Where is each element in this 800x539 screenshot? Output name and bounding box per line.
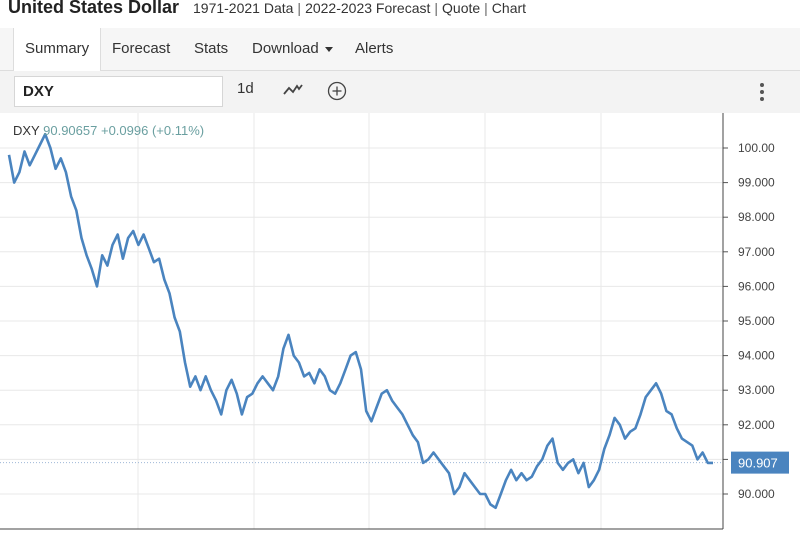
tab-forecast[interactable]: Forecast — [112, 40, 171, 57]
interval-button[interactable]: 1d — [237, 80, 254, 97]
tab-alerts[interactable]: Alerts — [355, 40, 394, 57]
chart-area[interactable]: 100.00 99.000 98.000 97.000 96.000 95.000 94.0… — [0, 113, 800, 534]
page-header: United States Dollar 1971-2021 Data | 2022… — [0, 0, 800, 29]
last-price-tag — [731, 451, 789, 474]
quote-readout: DXY 90.90657 +0.0996 (+0.11%) — [13, 123, 204, 138]
y-tick-label: 97.000 — [738, 245, 775, 259]
y-tick-label: 90.000 — [738, 487, 775, 501]
quote-link[interactable]: Quote — [442, 0, 481, 16]
quote-change: +0.0996 (+0.11%) — [100, 123, 205, 138]
symbol-input[interactable] — [14, 76, 223, 107]
price-chart[interactable]: 100.00 99.000 98.000 97.000 96.000 95.000 94.0… — [0, 113, 800, 534]
y-tick-label: 93.000 — [738, 383, 775, 397]
price-series-line — [7, 132, 713, 510]
tab-download-label: Download — [252, 40, 319, 57]
forecast-link[interactable]: 2022-2023 Forecast — [305, 0, 431, 16]
caret-down-icon — [324, 46, 333, 52]
tab-stats[interactable]: Stats — [194, 40, 229, 57]
data-link[interactable]: 1971-2021 Data — [193, 0, 294, 16]
chart-toolbar: 1d — [0, 71, 800, 114]
tab-bar: Summary Forecast Stats Download Alerts — [0, 28, 800, 71]
y-tick-label: 96.000 — [738, 279, 775, 293]
add-circle-icon[interactable] — [327, 81, 347, 105]
last-price-label: 90.907 — [738, 456, 778, 471]
quote-symbol: DXY — [13, 123, 40, 138]
y-tick-label: 94.000 — [738, 349, 775, 363]
header-links: 1971-2021 Data | 2022-2023 Forecast | Quote |… — [193, 0, 527, 16]
y-tick-label: 95.000 — [738, 314, 775, 328]
y-tick-label: 92.000 — [738, 418, 775, 432]
tab-download[interactable]: Download — [252, 28, 333, 70]
quote-price: 90.90657 — [43, 123, 98, 138]
tab-summary[interactable]: Summary — [13, 28, 102, 71]
y-tick-label: 98.000 — [738, 210, 775, 224]
page-title: United States Dollar — [8, 0, 180, 17]
chart-link[interactable]: Chart — [491, 0, 527, 16]
more-vertical-icon[interactable] — [757, 81, 767, 103]
y-tick-label: 99.000 — [738, 176, 775, 190]
y-tick-label: 100.00 — [738, 141, 775, 155]
line-chart-icon[interactable] — [283, 82, 303, 102]
